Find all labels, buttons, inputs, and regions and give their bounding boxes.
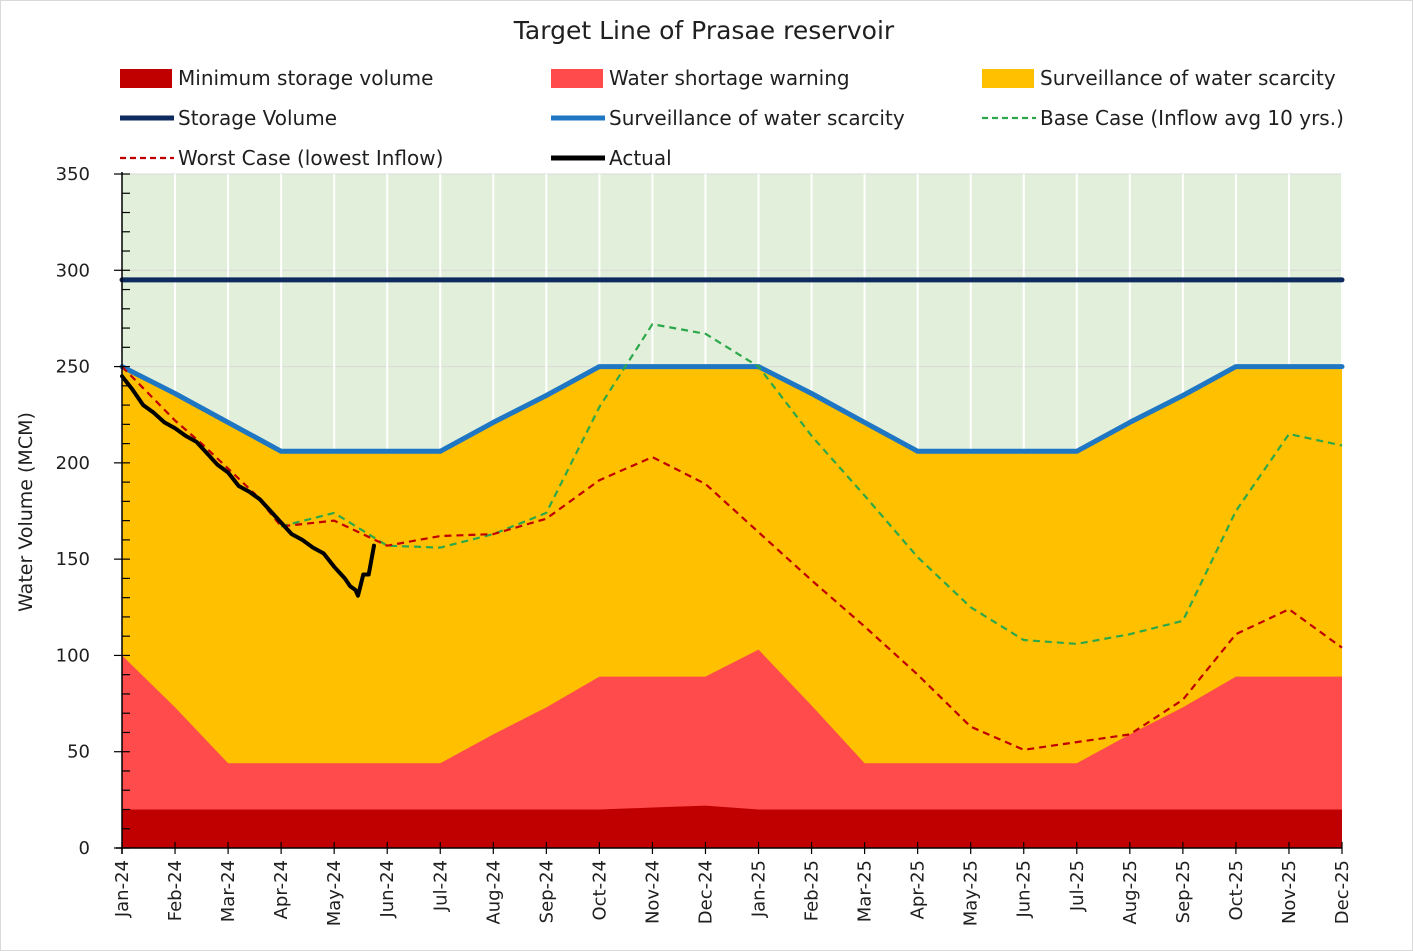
y-tick-label: 250 <box>56 357 90 378</box>
x-tick-label: Jun-24 <box>377 860 398 919</box>
x-tick-label: Oct-25 <box>1226 860 1247 921</box>
legend: Minimum storage volume Water shortage war… <box>120 66 1344 170</box>
plot-area: 0 50 100 150 200 250 300 350 Jan-24 Feb-24 Mar-24 A… <box>56 164 1353 926</box>
x-tick-label: Jan-24 <box>112 860 133 918</box>
x-tick-label: Jan-25 <box>749 860 770 918</box>
legend-swatch-0 <box>120 69 172 88</box>
legend-swatch-2 <box>982 69 1034 88</box>
legend-label-5: Base Case (Inflow avg 10 yrs.) <box>1040 106 1344 130</box>
y-axis-label: Water Volume (MCM) <box>15 412 37 612</box>
x-tick-label: Oct-24 <box>589 860 610 921</box>
legend-label-6: Worst Case (lowest Inflow) <box>178 146 443 170</box>
area-2 <box>122 805 1342 848</box>
legend-label-0: Minimum storage volume <box>178 66 433 90</box>
x-tick-label: Feb-24 <box>165 860 186 921</box>
y-tick-label: 300 <box>56 260 90 281</box>
series-line-1 <box>119 364 1345 454</box>
y-tick-label: 350 <box>56 164 90 185</box>
x-tick-label: Nov-25 <box>1279 860 1300 924</box>
y-tick-label: 200 <box>56 453 90 474</box>
x-tick-label: Feb-25 <box>802 860 823 921</box>
legend-label-1: Water shortage warning <box>609 66 850 90</box>
x-tick-label: Aug-24 <box>483 860 504 925</box>
x-tick-label: May-24 <box>324 860 345 926</box>
x-tick-label: Jul-25 <box>1067 860 1088 912</box>
x-tick-label: Mar-24 <box>218 860 239 922</box>
y-tick-label: 150 <box>56 549 90 570</box>
legend-label-2: Surveillance of water scarcity <box>1040 66 1336 90</box>
area-1 <box>122 649 1342 848</box>
series-line-4 <box>120 374 376 598</box>
legend-label-7: Actual <box>609 146 672 170</box>
x-tick-label: May-25 <box>961 860 982 926</box>
y-tick-label: 50 <box>67 742 90 763</box>
x-tick-label: Nov-24 <box>642 860 663 924</box>
x-tick-label: Aug-25 <box>1120 860 1141 925</box>
x-tick-label: Jul-24 <box>430 860 451 912</box>
series-line-2 <box>280 323 1343 646</box>
x-tick-label: Mar-25 <box>855 860 876 922</box>
x-tick-label: Jun-25 <box>1014 860 1035 919</box>
chart-title: Target Line of Prasae reservoir <box>513 16 895 45</box>
y-tick-label: 100 <box>56 645 90 666</box>
x-tick-label: Sep-25 <box>1173 860 1194 923</box>
x-tick-label: Dec-25 <box>1332 860 1353 924</box>
x-tick-label: Apr-24 <box>271 860 292 919</box>
x-tick-label: Sep-24 <box>536 860 557 923</box>
series-line-3 <box>121 365 1343 751</box>
area-0 <box>122 366 1342 848</box>
y-tick-label: 0 <box>79 838 90 859</box>
legend-label-4: Surveillance of water scarcity <box>609 106 905 130</box>
x-tick-label: Dec-24 <box>695 860 716 924</box>
x-tick-label: Apr-25 <box>908 860 929 919</box>
legend-swatch-1 <box>551 69 603 88</box>
legend-label-3: Storage Volume <box>178 106 337 130</box>
